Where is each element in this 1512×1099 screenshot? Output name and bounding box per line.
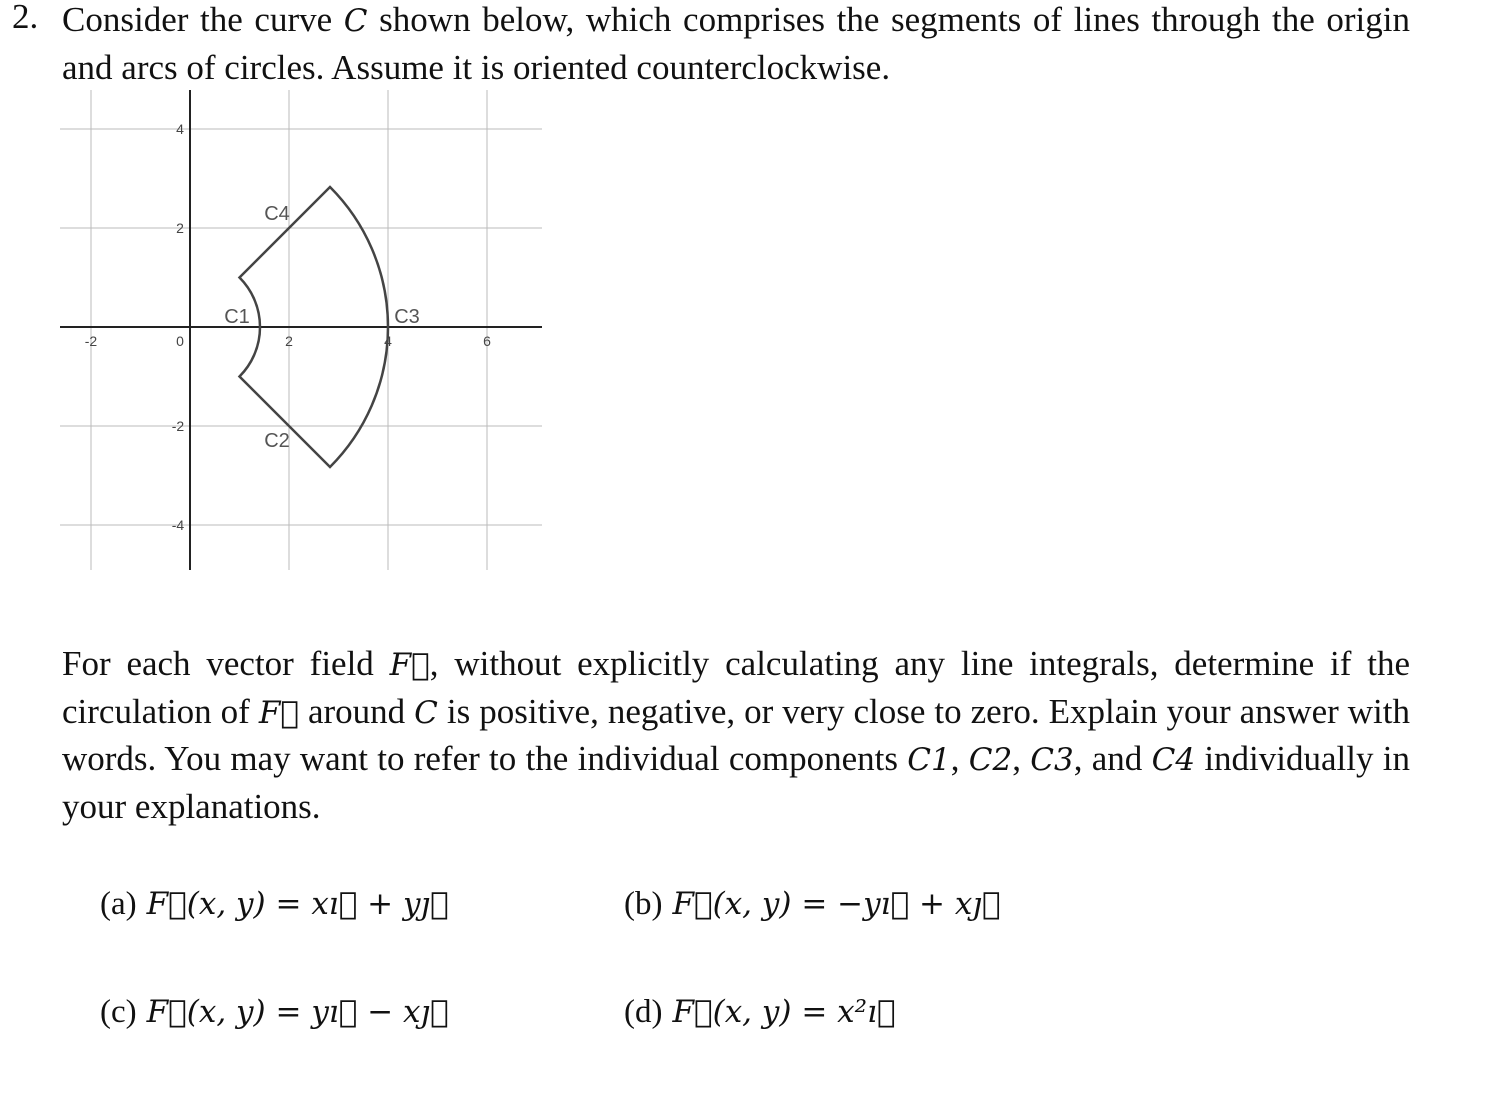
question: For each vector field F⃗, without explic… (62, 641, 1410, 830)
math: C1 (907, 742, 951, 778)
field-label: (b) (624, 886, 663, 922)
x-tick-label: 2 (285, 333, 293, 349)
text: is positive, negative, or very close to … (62, 691, 1410, 779)
math: C (414, 694, 438, 731)
curve-labels: C1 C2 C3 C4 (224, 203, 420, 452)
x-tick-label: 0 (176, 333, 184, 349)
text: shown below, which comprises the segment… (62, 0, 1410, 87)
field-label: (a) (100, 886, 137, 922)
math: F⃗ (389, 647, 430, 683)
text: , (1012, 739, 1031, 778)
formula: F⃗(x, y) = xı⃗ + yȷ⃗ (146, 886, 449, 922)
curve-label: C1 (224, 306, 250, 328)
x-tick-label: 6 (483, 333, 491, 349)
formula: F⃗(x, y) = −yı⃗ + xȷ⃗ (672, 886, 1001, 922)
x-tick-label: 4 (384, 333, 392, 349)
math: C2 (968, 742, 1013, 778)
text: individually in your explanations. (62, 739, 1411, 826)
problem-intro: Consider the curve C shown below, which … (62, 0, 1410, 91)
y-tick-label: -2 (172, 418, 185, 434)
field: (b) F⃗(x, y) = −yı⃗ + xȷ⃗ (624, 886, 1001, 923)
curve-label: C3 (394, 306, 420, 328)
text: , (950, 739, 969, 778)
text: , and (1073, 739, 1152, 778)
axes (60, 90, 542, 570)
text: around (298, 691, 415, 731)
figure: -2 0 2 4 6 4 2 -2 -4 C1 C2 C3 C4 (60, 90, 542, 570)
formula: F⃗(x, y) = yı⃗ − xȷ⃗ (146, 994, 449, 1030)
field: (c) F⃗(x, y) = yı⃗ − xȷ⃗ (100, 994, 449, 1031)
x-tick-label: -2 (85, 333, 98, 349)
formula: F⃗(x, y) = x²ı⃗ (672, 994, 896, 1030)
curve (237, 185, 390, 469)
y-tick-label: -4 (172, 517, 185, 533)
grid (60, 90, 542, 570)
field-label: (c) (100, 994, 137, 1030)
curve-label: C4 (264, 203, 290, 225)
field: (a) F⃗(x, y) = xı⃗ + yȷ⃗ (100, 886, 449, 923)
y-tick-label: 4 (176, 121, 184, 137)
math: C3 (1030, 742, 1074, 778)
text: , without explicitly calculating any lin… (62, 644, 1411, 731)
problem-number: 2. (12, 0, 39, 36)
math: F⃗ (258, 694, 299, 731)
text: Consider the curve (62, 0, 344, 39)
tick-labels: -2 0 2 4 6 4 2 -2 -4 (85, 121, 491, 533)
math: C4 (1151, 742, 1196, 778)
math: C (343, 3, 368, 39)
field-label: (d) (624, 994, 663, 1030)
curve-label: C2 (264, 430, 290, 452)
text: For each vector field (62, 644, 390, 683)
y-tick-label: 2 (176, 220, 184, 236)
field: (d) F⃗(x, y) = x²ı⃗ (624, 994, 896, 1031)
